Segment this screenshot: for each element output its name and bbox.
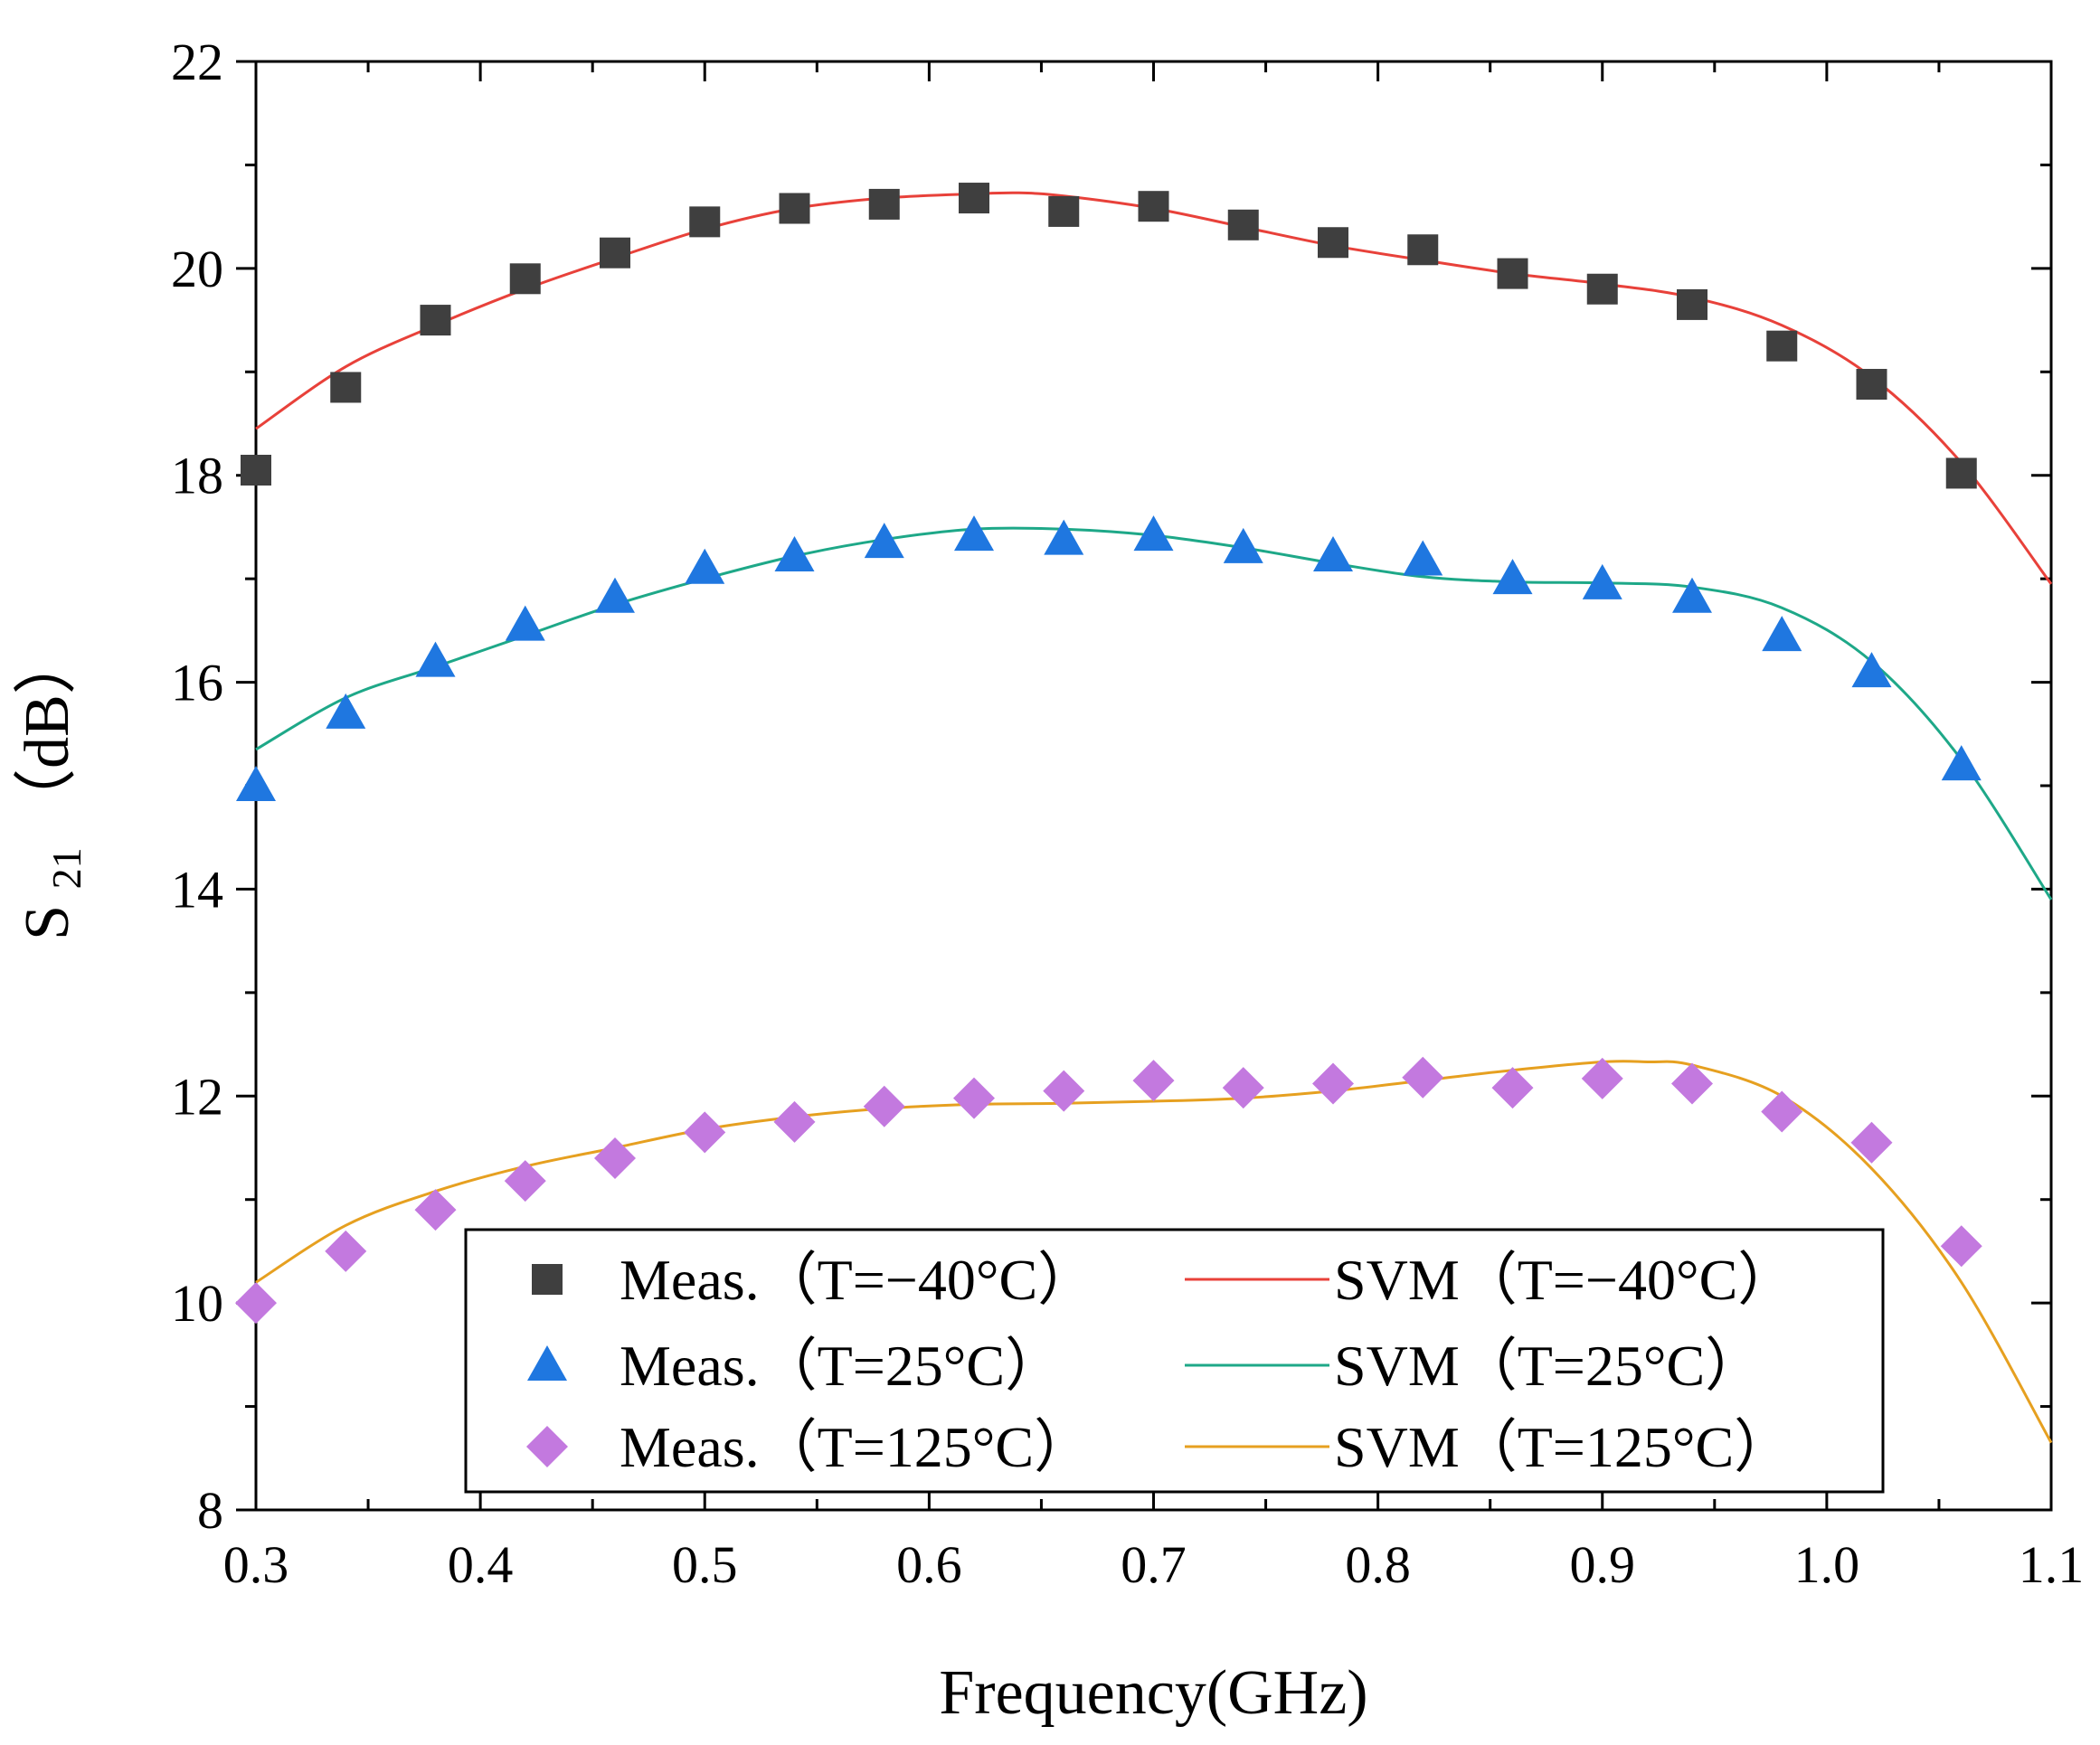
data-point-square	[330, 372, 362, 403]
legend-label-svm: SVM（T=−40°C）	[1334, 1248, 1795, 1312]
x-axis-title: Frequency(GHz)	[939, 1658, 1367, 1728]
data-point-triangle	[1851, 652, 1892, 688]
x-tick-label: 1.1	[2019, 1535, 2085, 1594]
data-point-triangle	[326, 693, 366, 729]
data-point-triangle	[1582, 563, 1622, 599]
data-point-triangle	[236, 766, 276, 801]
legend-marker-triangle	[527, 1345, 567, 1381]
y-tick-label: 18	[171, 447, 223, 505]
legend-marker-square	[532, 1264, 563, 1295]
x-tick-label: 0.4	[448, 1535, 514, 1594]
data-point-square	[1945, 457, 1977, 489]
data-point-square	[1407, 234, 1439, 266]
series-markers	[235, 183, 1982, 1325]
data-point-diamond	[414, 1189, 457, 1231]
data-point-triangle	[774, 535, 815, 571]
legend-label-svm: SVM（T=125°C）	[1334, 1415, 1792, 1479]
data-point-square	[959, 183, 989, 214]
data-point-triangle	[1044, 519, 1084, 555]
data-point-triangle	[1762, 616, 1802, 652]
y-tick-label: 16	[171, 654, 223, 712]
data-point-diamond	[1850, 1121, 1893, 1164]
data-point-square	[1497, 258, 1528, 289]
data-point-triangle	[1313, 535, 1353, 571]
y-axis-title-unit: （dB）	[13, 631, 82, 832]
data-point-triangle	[864, 523, 904, 559]
legend-label-meas: Meas.（T=125°C）	[620, 1415, 1092, 1479]
y-tick-label: 10	[171, 1274, 223, 1333]
y-tick-label: 20	[171, 240, 223, 298]
y-axis-title: S 21 （dB）	[13, 631, 95, 940]
legend-label-meas: Meas.（T=25°C）	[620, 1334, 1063, 1398]
data-point-diamond	[1940, 1225, 1982, 1268]
legend-label-svm: SVM（T=25°C）	[1334, 1334, 1763, 1398]
x-tick-label: 0.8	[1345, 1535, 1411, 1594]
y-tick-label: 8	[197, 1481, 223, 1540]
x-tick-label: 0.9	[1570, 1535, 1636, 1594]
data-point-square	[1227, 209, 1259, 241]
data-point-triangle	[954, 515, 994, 552]
data-point-square	[1138, 191, 1169, 222]
data-point-triangle	[1403, 540, 1443, 576]
data-point-diamond	[684, 1111, 726, 1154]
data-point-triangle	[415, 641, 456, 677]
data-point-square	[509, 263, 541, 295]
legend-box	[464, 1228, 1885, 1494]
data-point-diamond	[1581, 1057, 1623, 1099]
data-point-triangle	[505, 605, 545, 641]
data-point-square	[241, 454, 271, 486]
data-point-square	[1856, 369, 1887, 401]
data-point-diamond	[325, 1230, 367, 1272]
data-point-triangle	[1672, 577, 1712, 613]
data-point-triangle	[1941, 745, 1982, 781]
x-tick-label: 1.0	[1794, 1535, 1860, 1594]
data-point-diamond	[235, 1282, 277, 1325]
data-point-diamond	[1043, 1070, 1085, 1112]
data-point-square	[1766, 330, 1798, 362]
data-point-triangle	[685, 548, 725, 584]
data-point-diamond	[1312, 1062, 1354, 1105]
data-point-square	[420, 305, 451, 336]
data-point-diamond	[1222, 1067, 1264, 1109]
data-point-square	[600, 237, 630, 269]
y-tick-label: 22	[171, 33, 223, 91]
data-point-diamond	[1671, 1062, 1713, 1105]
data-point-diamond	[594, 1137, 636, 1179]
legend: Meas.（T=−40°C） SVM（T=−40°C） Meas.（T=25°C） S…	[464, 1228, 1885, 1494]
axis-ticks: 0.3 0.4 0.5 0.6 0.7 0.8 0.9 1.0 1.1 8 10 12 14 16 18 20…	[171, 33, 2084, 1594]
y-tick-label: 14	[171, 860, 223, 919]
y-tick-label: 12	[171, 1067, 223, 1126]
data-point-square	[1048, 195, 1080, 227]
x-tick-label: 0.3	[223, 1535, 289, 1594]
data-point-diamond	[953, 1077, 995, 1119]
data-point-diamond	[1761, 1090, 1803, 1133]
x-tick-label: 0.6	[896, 1535, 962, 1594]
data-point-diamond	[1402, 1056, 1444, 1099]
data-point-square	[1677, 288, 1707, 320]
x-tick-label: 0.5	[672, 1535, 738, 1594]
x-tick-label: 0.7	[1121, 1535, 1187, 1594]
data-point-diamond	[863, 1085, 905, 1127]
data-point-square	[1586, 273, 1618, 305]
data-point-square	[868, 188, 900, 220]
data-point-triangle	[1133, 515, 1174, 552]
data-point-triangle	[1223, 527, 1263, 563]
data-point-square	[1318, 227, 1348, 259]
legend-label-meas: Meas.（T=−40°C）	[620, 1248, 1095, 1312]
data-point-diamond	[1132, 1060, 1175, 1102]
data-point-square	[779, 193, 810, 224]
data-point-triangle	[595, 577, 635, 613]
y-axis-title-main: S	[13, 905, 82, 940]
legend-marker-diamond	[526, 1426, 568, 1467]
y-axis-title-subscript: 21	[43, 847, 90, 889]
data-point-diamond	[1491, 1067, 1534, 1109]
data-point-square	[689, 206, 721, 238]
data-point-triangle	[1492, 559, 1533, 595]
data-point-diamond	[773, 1100, 816, 1143]
data-point-diamond	[504, 1160, 546, 1203]
